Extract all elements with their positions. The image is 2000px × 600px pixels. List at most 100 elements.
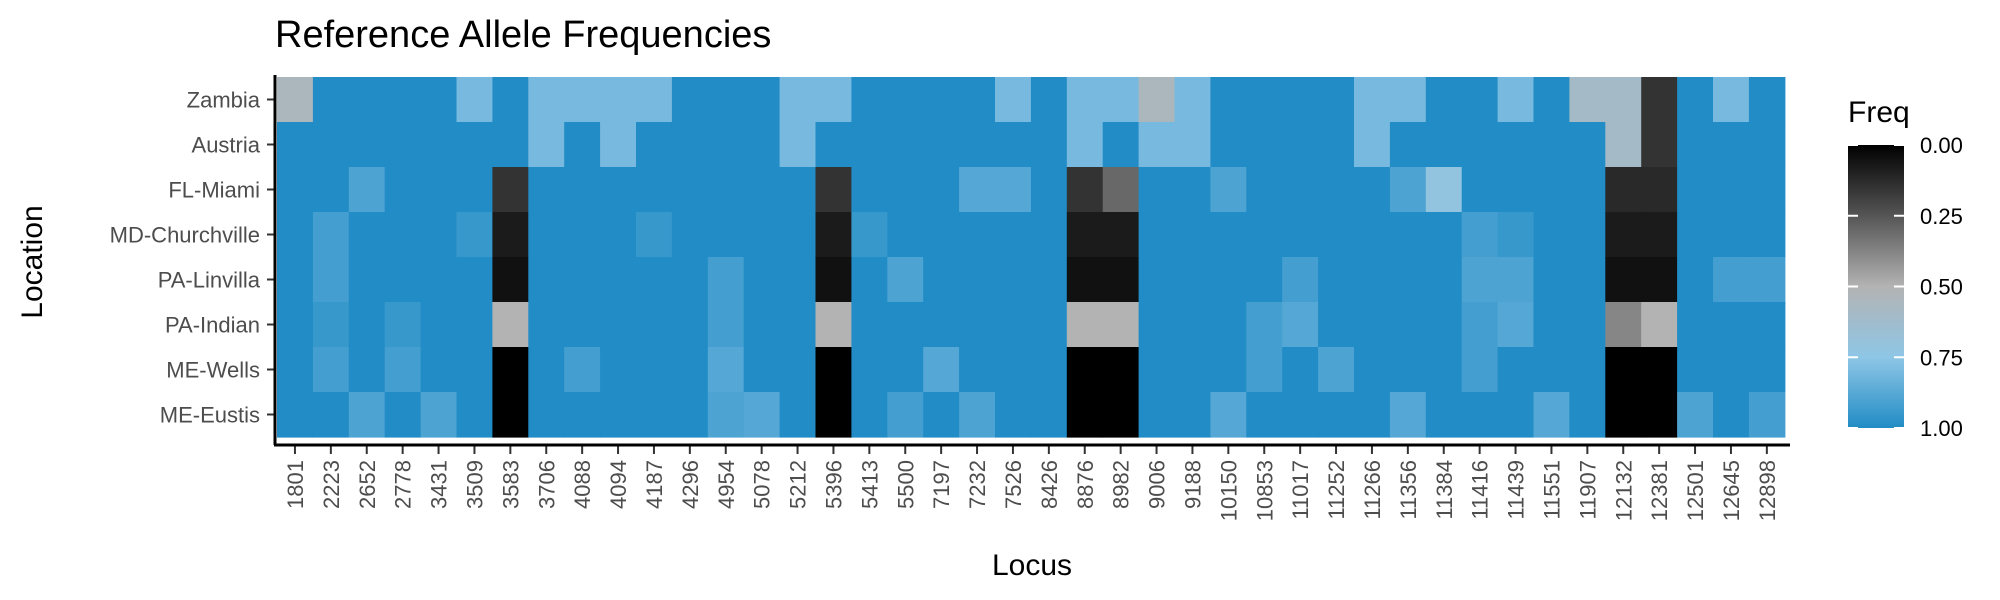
heatmap-cell [995,347,1032,393]
y-tick-label: PA-Indian [165,313,260,338]
x-tick-label: 11017 [1288,460,1313,520]
x-tick-label: 5078 [750,460,775,509]
heatmap-cell [1425,77,1463,123]
heatmap-cell [1102,392,1140,438]
heatmap-cell [1497,302,1535,348]
heatmap-cell [528,122,565,168]
heatmap-cell [851,392,888,438]
heatmap-cell [348,257,386,303]
heatmap-cell [1748,347,1786,393]
heatmap-cell [1246,347,1283,393]
heatmap-cell [1354,167,1391,213]
heatmap-cell [600,257,637,303]
heatmap-cell [1569,122,1606,168]
heatmap-cell [671,392,709,438]
heatmap-cell [384,77,422,123]
heatmap-cell [420,392,458,438]
heatmap-cell [1246,122,1283,168]
heatmap-cell [1461,257,1499,303]
heatmap-cell [743,347,781,393]
heatmap-cell [815,302,852,348]
heatmap-cell [1497,167,1535,213]
heatmap-cell [636,77,673,123]
heatmap-cell [1389,257,1427,303]
heatmap-cell [1533,122,1570,168]
x-tick-label: 12132 [1611,460,1636,521]
heatmap-cell [1713,77,1750,123]
heatmap-cell [456,392,493,438]
heatmap-cell [779,122,817,168]
heatmap-cell [1102,122,1140,168]
x-tick-label: 5212 [786,460,811,509]
heatmap-cell [1533,167,1570,213]
heatmap-cell [1677,212,1714,258]
heatmap-cell [959,167,996,213]
heatmap-cell [1066,302,1104,348]
heatmap-cell [1677,302,1714,348]
heatmap-cell [528,212,565,258]
heatmap-cell [1354,212,1391,258]
heatmap-cell [923,212,960,258]
heatmap-cell [887,212,924,258]
heatmap-cell [1102,167,1140,213]
x-axis-title: Locus [992,549,1072,582]
heatmap-cell [1533,77,1570,123]
heatmap-cell [348,212,386,258]
heatmap-cell [1318,122,1355,168]
heatmap-cell [1030,302,1068,348]
heatmap-cell [312,347,350,393]
heatmap-cell [959,392,996,438]
heatmap-cell [923,257,960,303]
heatmap-cell [1389,77,1427,123]
heatmap-cell [1174,392,1211,438]
heatmap-cell [1354,392,1391,438]
heatmap-cell [1282,212,1319,258]
y-tick-label: PA-Linvilla [158,268,261,293]
heatmap-cell [1066,392,1104,438]
heatmap-cell [1641,167,1678,213]
heatmap-cell [492,302,529,348]
heatmap-cell [1425,257,1463,303]
heatmap-cell [1138,77,1176,123]
heatmap-cell [1569,257,1606,303]
heatmap-cell [564,392,601,438]
heatmap-cell [1282,122,1319,168]
x-tick-label: 10853 [1252,460,1277,521]
heatmap-cell [1210,302,1247,348]
heatmap-cell [312,212,350,258]
heatmap-cell [743,77,781,123]
heatmap-cell [1748,77,1786,123]
heatmap-cell [1641,77,1678,123]
heatmap-cell [528,392,565,438]
heatmap-cell [1389,347,1427,393]
heatmap-cell [384,167,422,213]
heatmap-cell [1030,257,1068,303]
heatmap-cell [636,257,673,303]
y-axis-title: Location [16,205,49,318]
heatmap-cell [564,122,601,168]
heatmap-cell [1138,392,1176,438]
heatmap-cell [456,77,493,123]
legend-tick-label: 0.25 [1920,204,1963,229]
heatmap-cell [1461,122,1499,168]
y-tick-label: Zambia [187,88,261,113]
heatmap-cell [923,122,960,168]
legend-tick-label: 0.75 [1920,345,1963,370]
heatmap-cell [636,212,673,258]
heatmap-cell [492,392,529,438]
heatmap-cell [887,347,924,393]
heatmap-cell [1497,212,1535,258]
heatmap-cell [528,302,565,348]
heatmap-cell [384,122,422,168]
heatmap-cell [851,347,888,393]
heatmap-cell [1354,122,1391,168]
heatmap-cell [1677,77,1714,123]
heatmap-cell [277,77,314,123]
heatmap-cell [600,302,637,348]
heatmap-cell [277,347,314,393]
heatmap-cell [1677,347,1714,393]
x-tick-label: 7526 [1001,460,1026,509]
heatmap-cell [887,302,924,348]
heatmap-cell [277,257,314,303]
heatmap-cell [1713,347,1750,393]
